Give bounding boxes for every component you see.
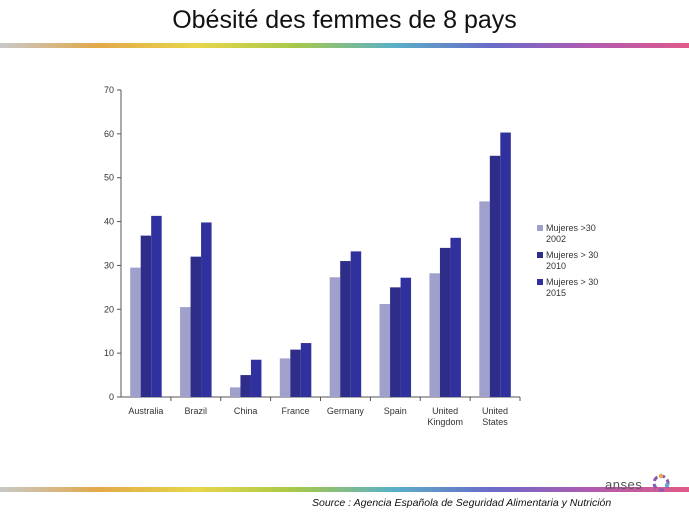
y-tick-label: 30 (104, 260, 114, 270)
bar (151, 215, 162, 397)
bar (250, 359, 262, 397)
bar (379, 304, 391, 397)
decorative-top-line (0, 43, 689, 48)
bar (400, 277, 412, 397)
legend-label: Mujeres >30 (546, 223, 596, 233)
bar (180, 307, 191, 397)
bar (329, 277, 341, 397)
x-tick-label: Brazil (185, 406, 208, 416)
legend-label: 2015 (546, 288, 566, 298)
bar (140, 235, 152, 397)
bar (240, 375, 251, 397)
legend-swatch (537, 252, 543, 258)
legend-label: 2002 (546, 234, 566, 244)
bar (201, 222, 212, 397)
decorative-bottom-line (0, 487, 689, 492)
anses-logo: anses (605, 471, 675, 495)
y-tick-label: 0 (109, 392, 114, 402)
legend-label: Mujeres > 30 (546, 277, 598, 287)
legend-swatch (537, 225, 543, 231)
x-tick-label: Kingdom (427, 417, 463, 427)
bar (479, 201, 490, 397)
x-tick-label: States (482, 417, 508, 427)
x-tick-label: China (234, 406, 258, 416)
x-tick-label: Germany (327, 406, 365, 416)
legend-label: Mujeres > 30 (546, 250, 598, 260)
bar (450, 237, 461, 397)
source-citation: Source : Agencia Española de Seguridad A… (312, 497, 612, 509)
bar (190, 256, 202, 397)
x-tick-label: Australia (128, 406, 163, 416)
x-tick-label: Spain (384, 406, 407, 416)
bar (439, 247, 451, 397)
bar (390, 287, 401, 397)
y-tick-label: 60 (104, 129, 114, 139)
bar (279, 358, 291, 397)
y-tick-label: 50 (104, 173, 114, 183)
y-tick-label: 10 (104, 348, 114, 358)
logo-text: anses (605, 477, 643, 492)
legend-swatch (537, 279, 543, 285)
x-tick-label: United (482, 406, 508, 416)
x-tick-label: United (432, 406, 458, 416)
bar (489, 155, 501, 397)
bar (290, 349, 301, 397)
bar (229, 387, 241, 397)
bar (130, 267, 141, 397)
y-tick-label: 20 (104, 304, 114, 314)
bar (429, 273, 440, 397)
logo-ring-icon (652, 473, 670, 492)
slide-title: Obésité des femmes de 8 pays (172, 6, 517, 34)
x-tick-label: France (282, 406, 310, 416)
bar (340, 261, 351, 397)
bar (500, 132, 511, 397)
legend-label: 2010 (546, 261, 566, 271)
bar (350, 251, 362, 397)
bar (300, 343, 312, 397)
y-tick-label: 70 (104, 85, 114, 95)
y-tick-label: 40 (104, 217, 114, 227)
